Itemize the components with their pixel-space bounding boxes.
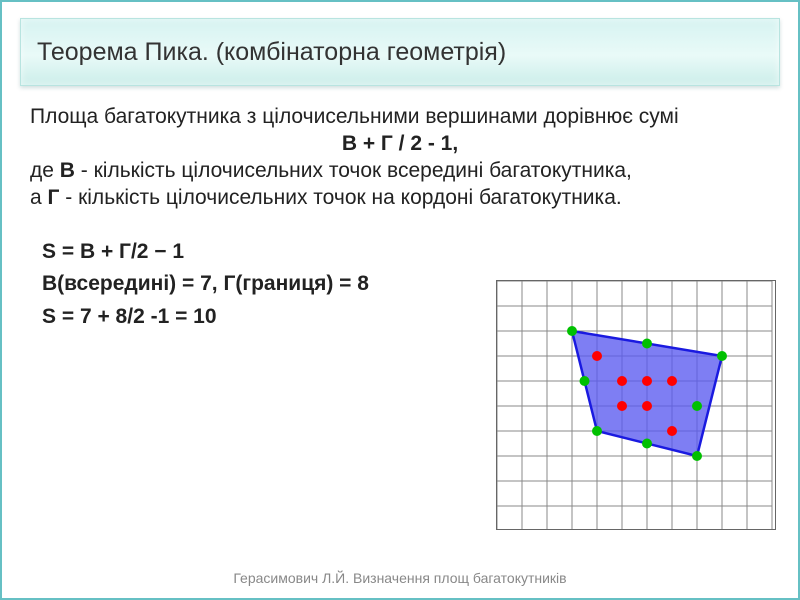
calc-line-1: S = В + Г/2 − 1 <box>42 236 770 269</box>
intro-line: Площа багатокутника з цілочисельними вер… <box>30 104 770 131</box>
main-formula: В + Г / 2 - 1, <box>30 131 770 158</box>
title-bar: Теорема Пика. (комбінаторна геометрія) <box>20 18 780 86</box>
slide: Теорема Пика. (комбінаторна геометрія) П… <box>0 0 800 600</box>
slide-title: Теорема Пика. (комбінаторна геометрія) <box>37 38 506 67</box>
footer-text: Герасимович Л.Й. Визначення площ багаток… <box>2 570 798 586</box>
pick-theorem-diagram <box>496 280 776 530</box>
def-line-1: де В - кількість цілочисельних точок все… <box>30 158 770 185</box>
def-line-2: а Г - кількість цілочисельних точок на к… <box>30 185 770 212</box>
